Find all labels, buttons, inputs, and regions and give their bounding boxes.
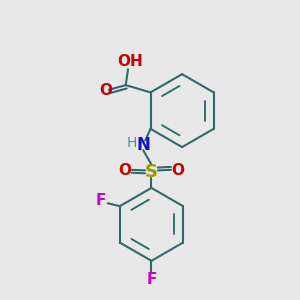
Text: O: O bbox=[119, 163, 132, 178]
Text: O: O bbox=[99, 83, 112, 98]
Text: N: N bbox=[136, 136, 150, 154]
Text: F: F bbox=[146, 272, 157, 287]
Text: O: O bbox=[171, 163, 184, 178]
Text: S: S bbox=[145, 163, 158, 181]
Text: H: H bbox=[126, 136, 137, 150]
Text: F: F bbox=[96, 193, 106, 208]
Text: OH: OH bbox=[117, 54, 143, 69]
